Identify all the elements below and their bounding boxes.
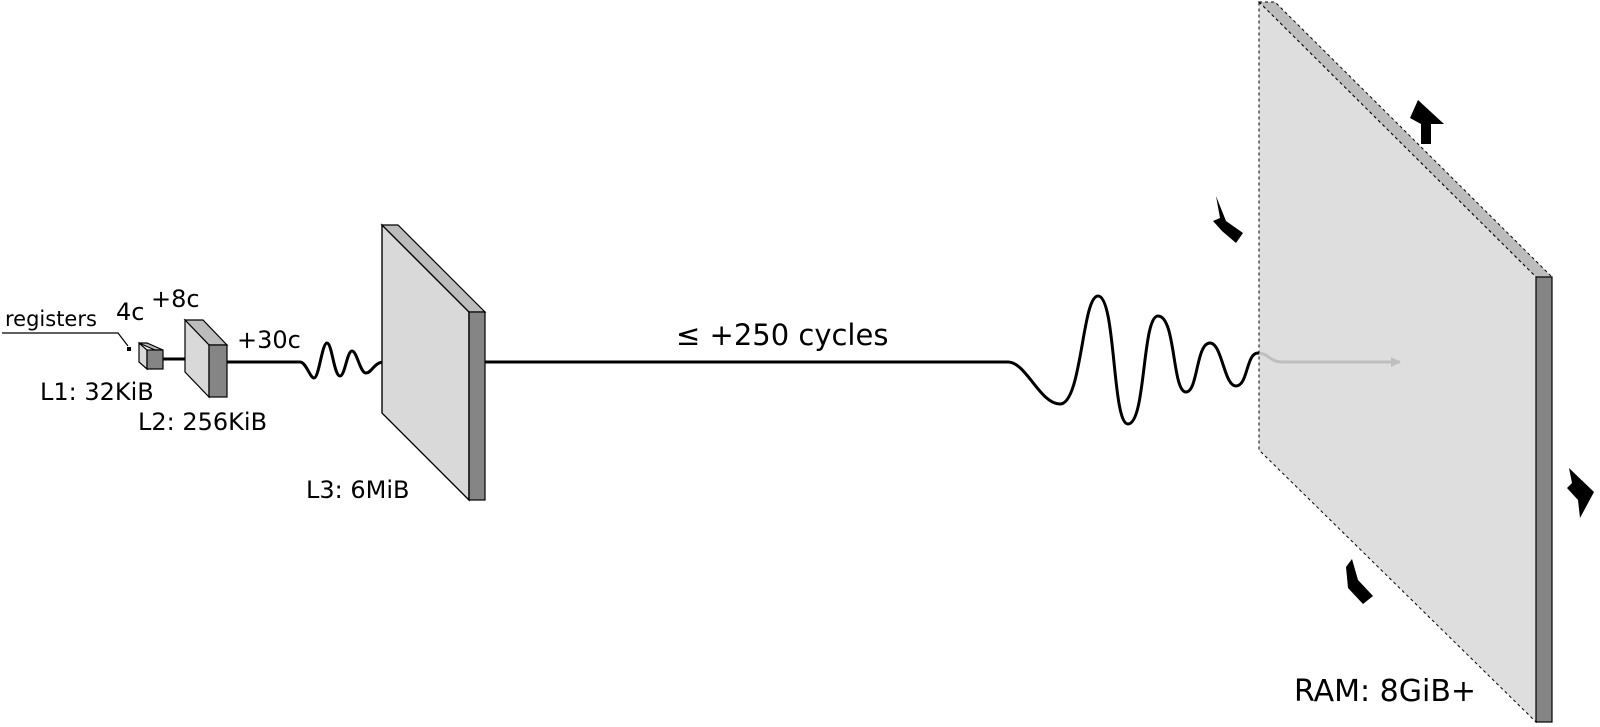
l2-side-face — [208, 344, 228, 398]
ram-expand-arrow-upper-left — [1213, 196, 1243, 243]
ram-side-face — [1535, 276, 1553, 723]
ram-expand-arrow-right — [1567, 468, 1594, 518]
l1-cache-block — [138, 341, 164, 371]
l1-latency-label: 4c — [116, 298, 144, 326]
l2-size-label: L2: 256KiB — [138, 408, 267, 436]
ram-front-face — [1258, 0, 1537, 724]
ram-expand-arrow-top — [1410, 100, 1444, 144]
l3-size-label: L3: 6MiB — [306, 476, 409, 504]
l1-side-face — [146, 349, 164, 370]
l2-cache-block — [183, 318, 229, 399]
l1-front-face — [138, 341, 148, 371]
ram-latency-label: ≤ +250 cycles — [676, 318, 888, 352]
registers-pointer — [2, 332, 131, 351]
registers-label: registers — [5, 307, 97, 331]
ram-block — [1257, 0, 1554, 724]
l2-to-l3-wave — [227, 341, 421, 380]
l2-latency-label: +8c — [151, 285, 200, 313]
l1-size-label: L1: 32KiB — [40, 378, 154, 406]
l3-latency-label: +30c — [237, 326, 301, 354]
l3-cache-block — [380, 223, 487, 502]
ram-expand-arrows — [1213, 100, 1594, 604]
l3-to-ram-line — [485, 294, 1401, 426]
l3-side-face — [468, 311, 486, 501]
ram-size-label: RAM: 8GiB+ — [1294, 674, 1476, 709]
ram-expand-arrow-bottom — [1346, 559, 1373, 604]
